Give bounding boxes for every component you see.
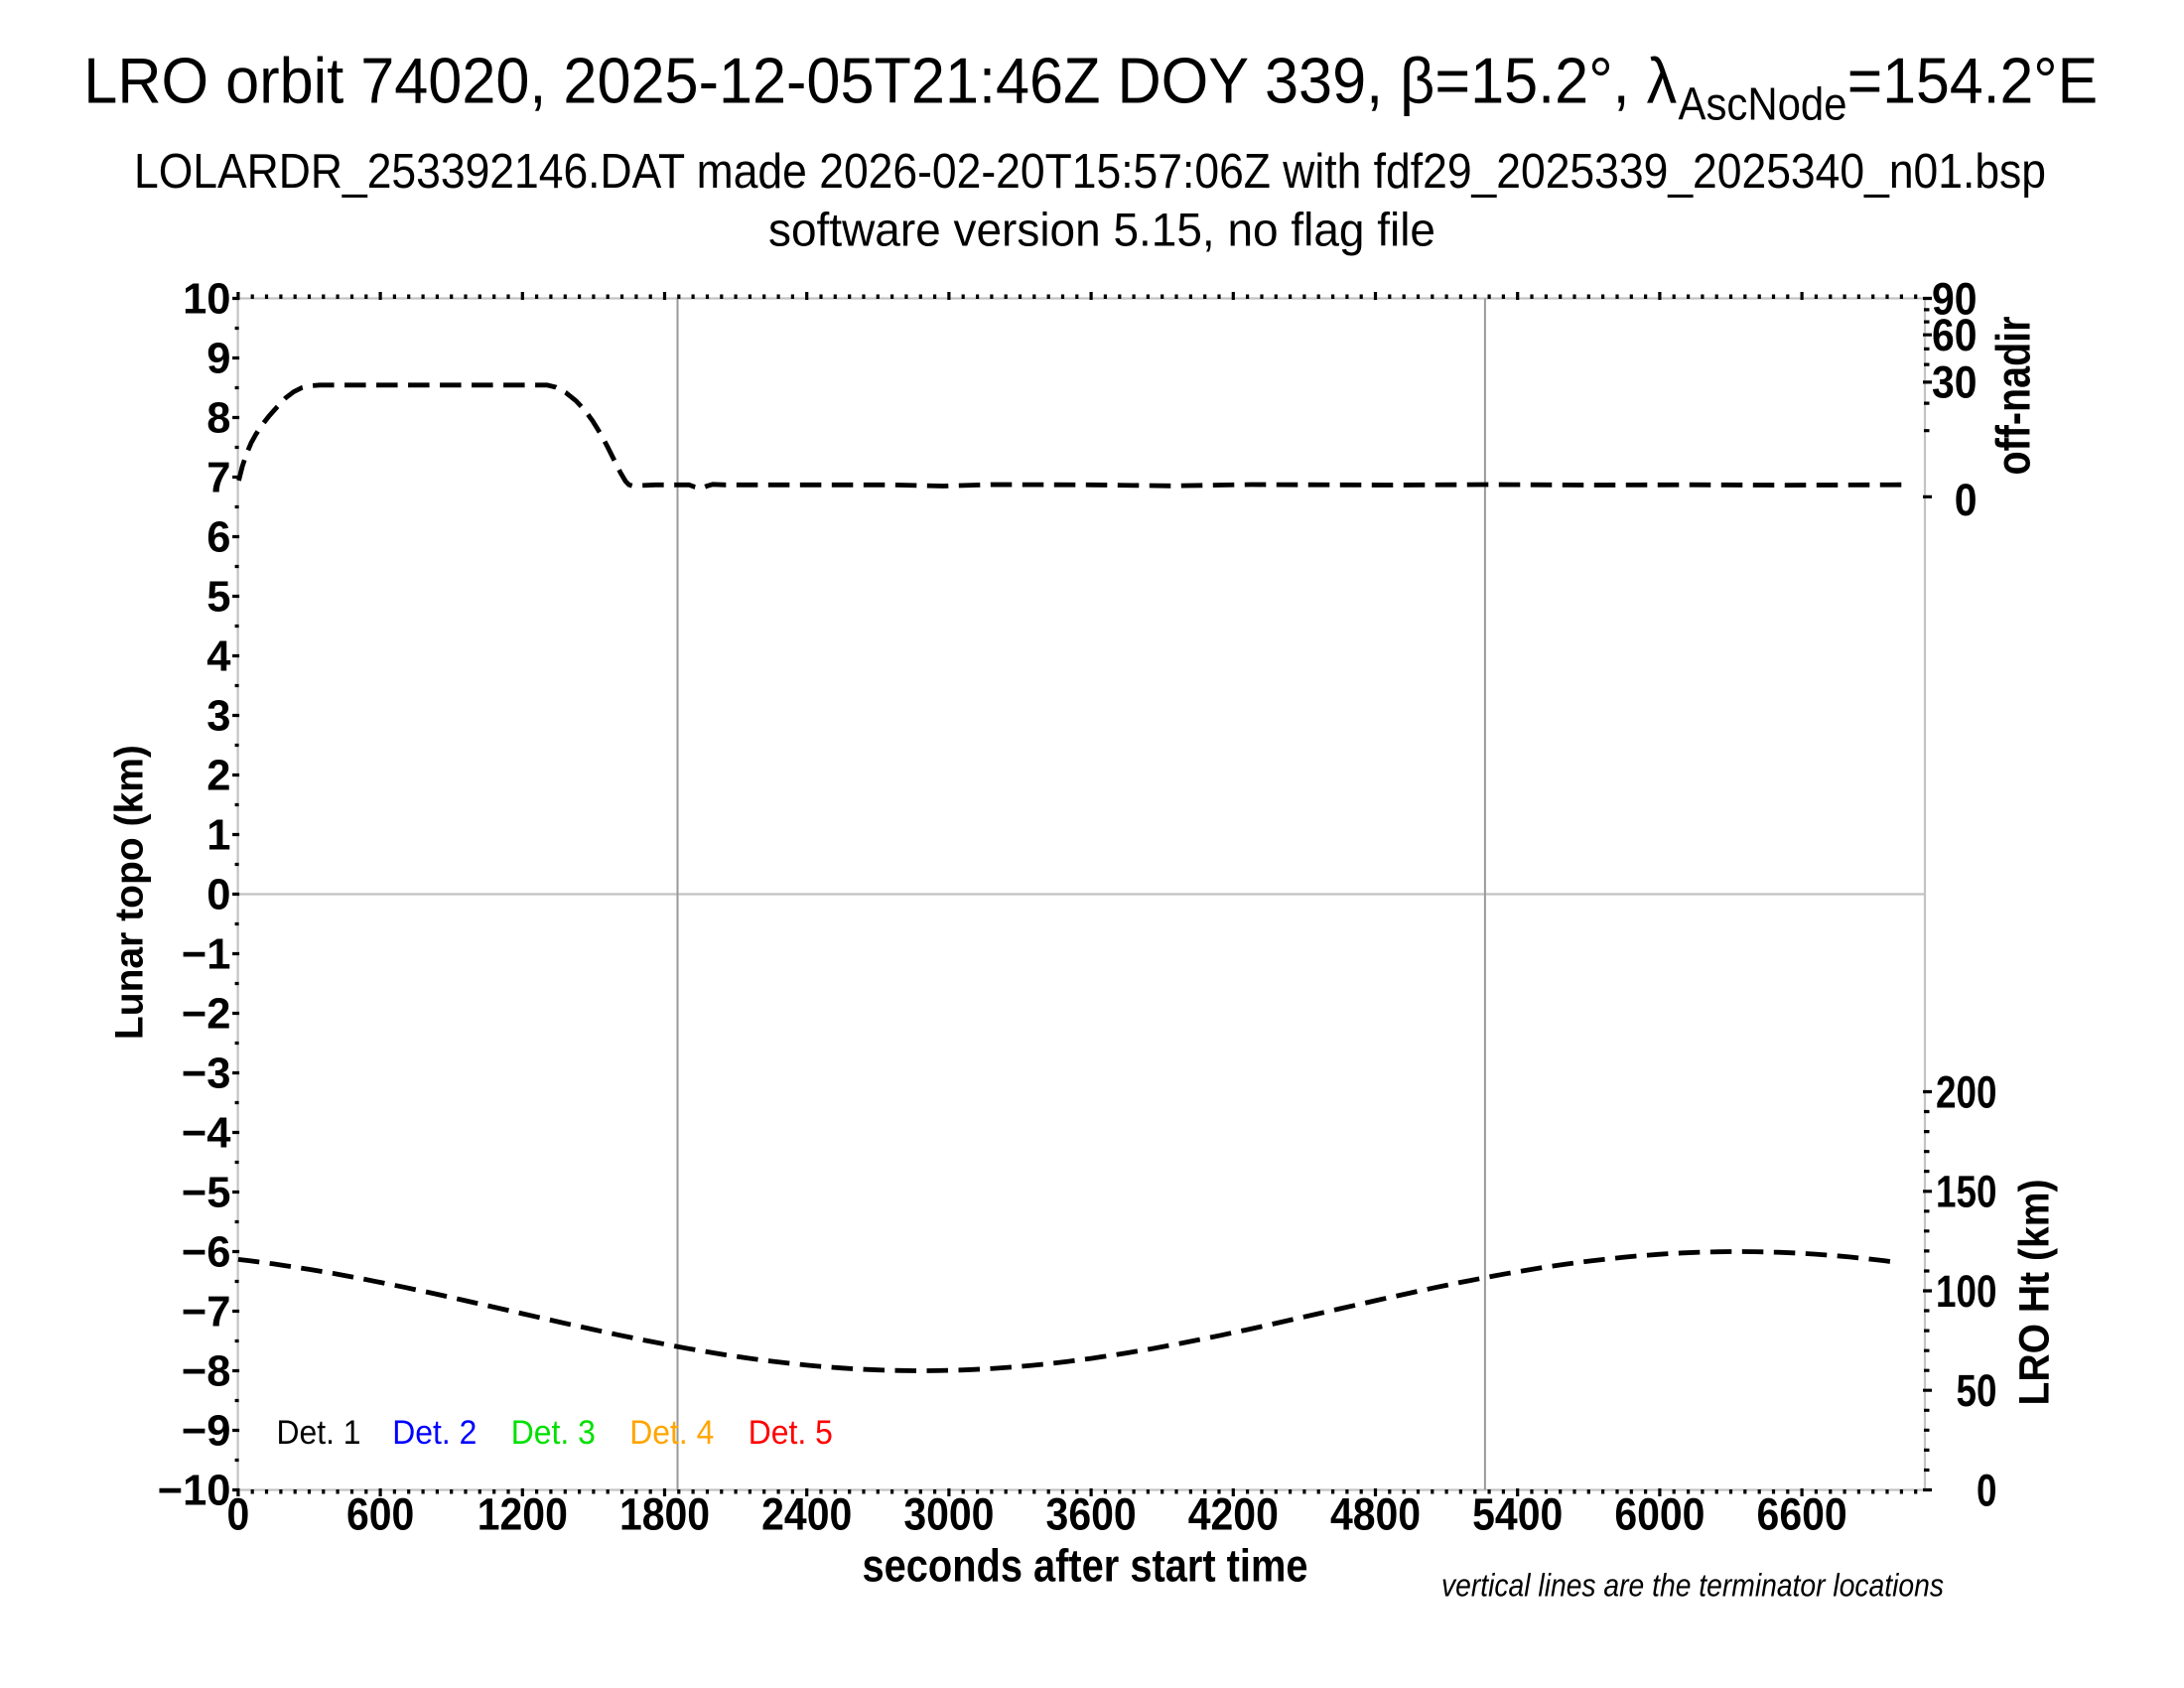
svg-text:0: 0 xyxy=(227,1489,250,1540)
svg-text:1800: 1800 xyxy=(619,1489,710,1540)
svg-text:LOLARDR_253392146.DAT made 202: LOLARDR_253392146.DAT made 2026-02-20T15… xyxy=(134,144,2046,199)
svg-text:4800: 4800 xyxy=(1330,1489,1421,1540)
svg-text:=154.2°E: =154.2°E xyxy=(1847,45,2098,117)
svg-text:8: 8 xyxy=(206,395,230,443)
svg-text:150: 150 xyxy=(1936,1167,1997,1217)
svg-text:6000: 6000 xyxy=(1614,1489,1705,1540)
svg-text:5: 5 xyxy=(206,574,230,622)
svg-text:2400: 2400 xyxy=(761,1489,852,1540)
svg-text:30: 30 xyxy=(1932,357,1978,408)
svg-text:90: 90 xyxy=(1932,273,1978,324)
svg-text:−3: −3 xyxy=(182,1051,231,1098)
svg-text:2: 2 xyxy=(206,753,230,800)
svg-text:−8: −8 xyxy=(182,1348,231,1396)
svg-text:4: 4 xyxy=(206,633,230,681)
svg-text:5400: 5400 xyxy=(1472,1489,1563,1540)
svg-text:Det. 2: Det. 2 xyxy=(392,1414,477,1452)
svg-text:0: 0 xyxy=(1955,475,1978,525)
svg-text:Det. 5: Det. 5 xyxy=(749,1414,833,1452)
svg-text:1: 1 xyxy=(206,812,230,860)
svg-text:10: 10 xyxy=(183,276,230,324)
svg-text:Lunar topo (km): Lunar topo (km) xyxy=(108,745,152,1040)
svg-text:software version 5.15, no flag: software version 5.15, no flag file xyxy=(768,205,1435,257)
svg-text:−6: −6 xyxy=(182,1229,231,1277)
svg-text:LRO orbit 74020, 2025-12-05T21: LRO orbit 74020, 2025-12-05T21:46Z DOY 3… xyxy=(83,45,1677,117)
svg-text:600: 600 xyxy=(346,1489,414,1540)
svg-text:6: 6 xyxy=(206,514,230,562)
svg-text:200: 200 xyxy=(1936,1066,1997,1117)
svg-text:60: 60 xyxy=(1932,310,1978,360)
svg-text:−4: −4 xyxy=(182,1110,231,1158)
svg-text:Det. 3: Det. 3 xyxy=(511,1414,596,1452)
svg-text:3000: 3000 xyxy=(903,1489,994,1540)
svg-text:3: 3 xyxy=(206,693,230,741)
svg-text:6600: 6600 xyxy=(1757,1489,1847,1540)
svg-text:4200: 4200 xyxy=(1188,1489,1279,1540)
svg-text:off-nadir: off-nadir xyxy=(1987,316,2040,475)
svg-text:3600: 3600 xyxy=(1046,1489,1137,1540)
svg-text:−2: −2 xyxy=(182,991,231,1039)
svg-text:−5: −5 xyxy=(182,1170,231,1217)
svg-text:50: 50 xyxy=(1957,1365,1997,1416)
svg-text:−7: −7 xyxy=(182,1289,231,1336)
svg-text:−1: −1 xyxy=(182,931,231,979)
svg-text:AscNode: AscNode xyxy=(1679,78,1847,130)
svg-text:Det. 1: Det. 1 xyxy=(277,1414,361,1452)
svg-text:7: 7 xyxy=(206,455,230,502)
svg-text:vertical lines are the termina: vertical lines are the terminator locati… xyxy=(1441,1568,1944,1604)
svg-text:100: 100 xyxy=(1936,1266,1997,1317)
svg-text:−9: −9 xyxy=(182,1408,231,1456)
svg-text:LRO Ht (km): LRO Ht (km) xyxy=(2011,1180,2058,1406)
svg-text:−10: −10 xyxy=(158,1468,231,1515)
svg-text:1200: 1200 xyxy=(478,1489,568,1540)
svg-text:0: 0 xyxy=(1977,1465,1997,1515)
svg-text:9: 9 xyxy=(206,336,230,383)
svg-text:Det. 4: Det. 4 xyxy=(629,1414,714,1452)
svg-text:0: 0 xyxy=(206,872,230,919)
svg-text:seconds after start time: seconds after start time xyxy=(863,1540,1308,1592)
